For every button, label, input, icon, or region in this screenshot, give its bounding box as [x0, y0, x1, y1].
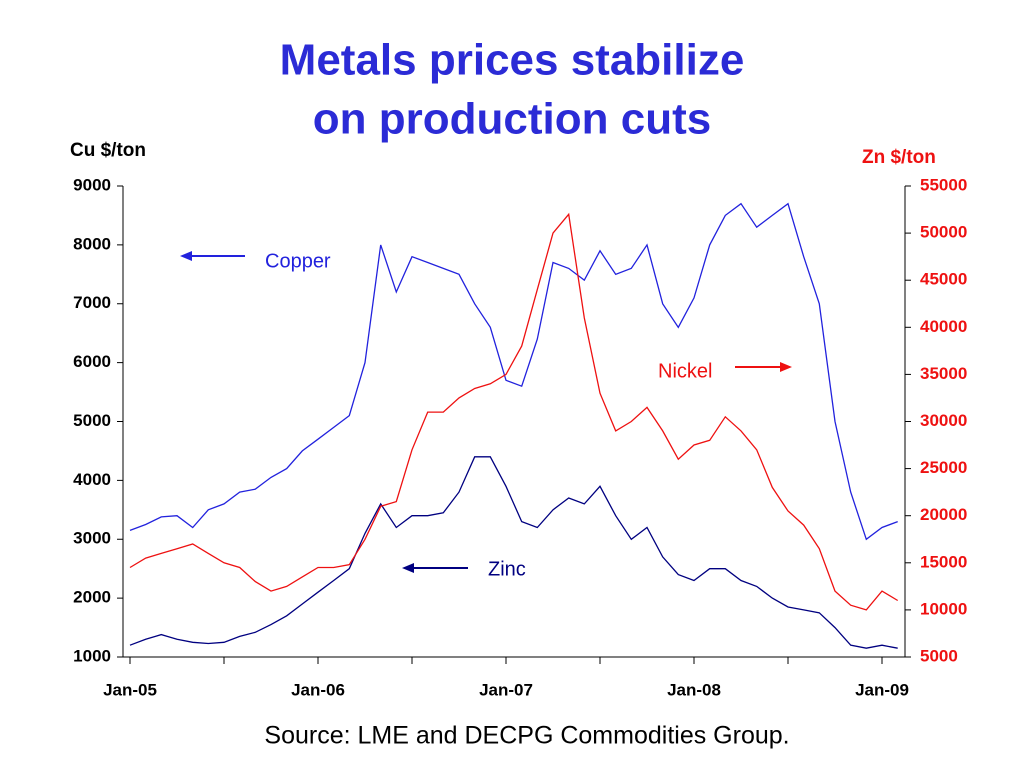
y-tick-label: 3000: [73, 529, 111, 548]
y2-axis-label: Zn $/ton: [862, 147, 936, 168]
y-tick-label: 1000: [73, 646, 111, 665]
annotation: Zinc: [488, 558, 526, 580]
series-line: [129, 212, 899, 611]
y2-tick-label: 50000: [920, 223, 967, 242]
y-tick-label: 5000: [73, 411, 111, 430]
y-axis-label: Cu $/ton: [70, 140, 146, 161]
y2-tick-label: 40000: [920, 317, 967, 336]
x-tick-label: Jan-05: [103, 680, 157, 699]
series-line: [129, 202, 898, 541]
chart-title: Metals prices stabilize: [280, 36, 745, 85]
annotation: Copper: [265, 250, 331, 272]
y-tick-label: 2000: [73, 588, 111, 607]
y-tick-label: 7000: [73, 293, 111, 312]
x-tick-label: Jan-07: [479, 680, 533, 699]
chart-title: on production cuts: [313, 95, 711, 144]
y2-tick-label: 5000: [920, 646, 958, 665]
y-tick-label: 8000: [73, 234, 111, 253]
x-tick-label: Jan-08: [667, 680, 721, 699]
arrow: [180, 251, 792, 573]
x-tick-label: Jan-09: [855, 680, 909, 699]
y2-tick-label: 20000: [920, 505, 967, 524]
x-tick-label: Jan-06: [291, 680, 345, 699]
series-line: [129, 456, 898, 649]
y2-tick-label: 35000: [920, 364, 967, 383]
y2-tick-label: 45000: [920, 270, 967, 289]
y-tick-label: 4000: [73, 470, 111, 489]
y-tick-label: 9000: [73, 175, 111, 194]
y2-tick-label: 30000: [920, 411, 967, 430]
y2-tick-label: 15000: [920, 552, 967, 571]
y-tick-label: 6000: [73, 352, 111, 371]
y2-tick-label: 25000: [920, 458, 967, 477]
y2-tick-label: 55000: [920, 175, 967, 194]
y2-tick-label: 10000: [920, 599, 967, 618]
source: Source: LME and DECPG Commodities Group.: [264, 722, 789, 750]
annotation: Nickel: [658, 360, 712, 382]
